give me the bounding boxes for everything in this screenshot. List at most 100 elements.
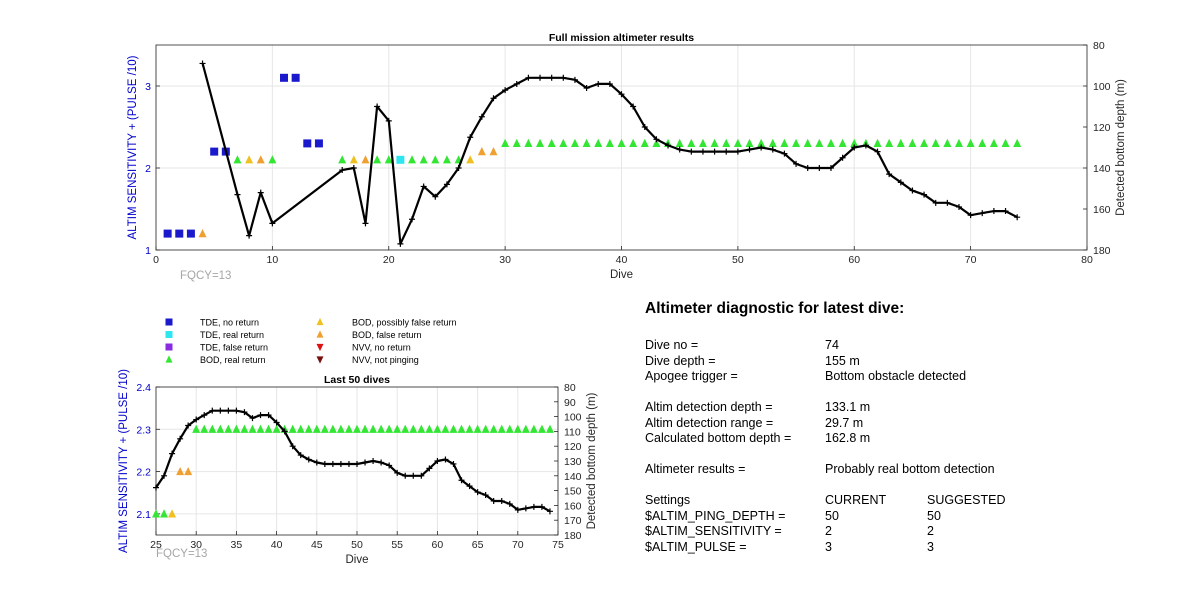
depth-point (932, 199, 939, 206)
data-point (336, 424, 345, 433)
suggested-header: SUGGESTED (927, 493, 1006, 507)
legend-item: BOD, possibly false return (316, 318, 457, 328)
data-point (165, 343, 173, 351)
data-point (710, 138, 719, 147)
depth-point (583, 85, 590, 92)
altimeter-results-row: Altimeter results = Probably real bottom… (645, 462, 1165, 478)
depth-point (257, 189, 264, 196)
depth-point (769, 146, 776, 153)
depth-point (955, 203, 962, 210)
series-bod-false-return (176, 466, 193, 476)
data-point (165, 318, 173, 326)
depth-point (246, 232, 253, 239)
depth-point (386, 462, 393, 469)
data-point (208, 424, 217, 433)
data-point (675, 138, 684, 147)
data-point (989, 138, 998, 147)
data-point (431, 155, 440, 164)
depth-point (374, 103, 381, 110)
depth-point (426, 465, 433, 472)
dive-no-value: 74 (825, 338, 839, 352)
depth-point (862, 142, 869, 149)
depth-point (630, 103, 637, 110)
altimeter-diagnostic-panel: Altimeter diagnostic for latest dive: Di… (645, 300, 1165, 555)
setting-row: $ALTIM_PING_DEPTH = 50 50 (645, 509, 1165, 525)
data-point (1001, 138, 1010, 147)
marker-legend: TDE, no return TDE, real return TDE, false… (165, 318, 457, 365)
data-point (441, 424, 450, 433)
data-point (184, 466, 193, 476)
depth-point (450, 460, 457, 467)
depth-point (249, 415, 256, 422)
depth-point (225, 407, 232, 414)
x-tick-label: 40 (271, 539, 283, 551)
depth-point (442, 456, 449, 463)
depth-point (458, 477, 465, 484)
data-point (291, 73, 300, 82)
y-right-tick-label: 160 (1093, 204, 1111, 216)
data-point (481, 424, 490, 433)
x-tick-label: 50 (732, 254, 744, 266)
depth-point (734, 148, 741, 155)
y-right-tick-label: 160 (564, 500, 582, 512)
depth-point (522, 505, 529, 512)
y-right-tick-label: 80 (1093, 40, 1105, 52)
data-point (943, 138, 952, 147)
setting-row: $ALTIM_SENSITIVITY = 2 2 (645, 524, 1165, 540)
data-point (200, 424, 209, 433)
depth-point (455, 165, 462, 171)
data-point (594, 138, 603, 147)
data-point (652, 138, 661, 147)
depth-point (432, 193, 439, 200)
data-point (373, 155, 382, 164)
depth-point (443, 181, 450, 188)
last-50-dives-chart: 25 30 35 40 45 50 55 60 65 70 75 2.1 2.2 2.3 2.4 80 90 10… (118, 369, 598, 566)
y-right-axis-label: Detected bottom depth (m) (1115, 79, 1127, 216)
depth-point (410, 472, 417, 479)
depth-point (418, 472, 425, 479)
depth-point (595, 80, 602, 87)
detection-depth-label: Altim detection depth = (645, 400, 773, 414)
data-point (908, 138, 917, 147)
depth-point (257, 412, 264, 419)
depth-point (161, 472, 168, 479)
depth-point (289, 443, 296, 450)
depth-point (758, 144, 765, 151)
data-point (629, 138, 638, 147)
depth-point (897, 179, 904, 186)
data-point (248, 424, 257, 433)
full-mission-chart: 0 10 20 30 40 50 60 70 80 1 2 3 80 100 120 140 160 180 Ful… (127, 32, 1127, 282)
depth-point (827, 165, 834, 171)
data-point (1013, 138, 1022, 147)
x-tick-label: 70 (512, 539, 524, 551)
legend-item: TDE, real return (165, 330, 264, 340)
depth-point (209, 407, 216, 414)
data-point (457, 424, 466, 433)
altimeter-results-value: Probably real bottom detection (825, 462, 995, 476)
y-right-tick-label: 180 (1093, 245, 1111, 257)
depth-point (530, 503, 537, 510)
series-bod-real-return (233, 138, 1022, 164)
depth-point (560, 74, 567, 81)
apogee-trigger-value: Bottom obstacle detected (825, 369, 967, 383)
depth-point (233, 407, 240, 414)
legend-label: NVV, not pinging (352, 355, 419, 365)
apogee-trigger-label: Apogee trigger = (645, 369, 738, 383)
depth-point (746, 146, 753, 153)
y-axis-label: ALTIM SENSITIVITY + (PULSE /10) (127, 55, 139, 239)
legend-label: TDE, false return (200, 343, 268, 353)
apogee-trigger-row: Apogee trigger = Bottom obstacle detecte… (645, 369, 1165, 385)
depth-point (1014, 214, 1021, 221)
data-point (873, 138, 882, 147)
data-point (396, 155, 405, 164)
data-point (780, 138, 789, 147)
y-tick-label: 3 (145, 81, 151, 93)
data-point (838, 138, 847, 147)
y-axis-label: ALTIM SENSITIVITY + (PULSE /10) (118, 369, 130, 553)
altimeter-results-label: Altimeter results = (645, 462, 746, 476)
depth-point (839, 154, 846, 161)
data-point (931, 138, 940, 147)
depth-point (185, 422, 192, 429)
depth-point (265, 412, 272, 419)
depth-point (944, 199, 951, 206)
